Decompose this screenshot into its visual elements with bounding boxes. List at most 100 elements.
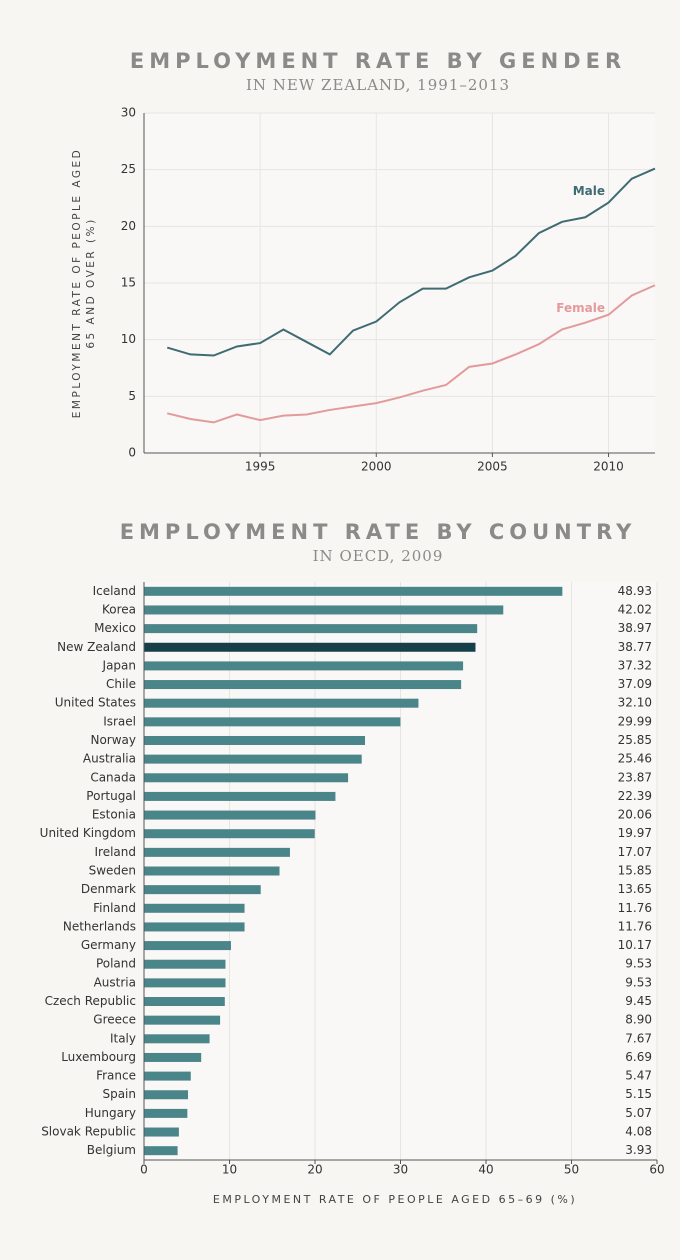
y-tick-label: Greece <box>93 1013 136 1027</box>
y-tick-label: 30 <box>121 106 136 120</box>
bar <box>144 773 349 783</box>
y-tick-label: 15 <box>121 276 136 290</box>
bar <box>144 1052 202 1062</box>
value-label: 42.02 <box>618 602 652 616</box>
y-tick-label: Hungary <box>85 1106 136 1120</box>
x-tick-label: 50 <box>564 1163 579 1177</box>
y-tick-label: Mexico <box>94 621 136 635</box>
bar <box>144 624 478 634</box>
value-label: 6.69 <box>625 1050 652 1064</box>
bar <box>144 1071 191 1081</box>
value-label: 13.65 <box>618 882 652 896</box>
value-label: 15.85 <box>618 864 652 878</box>
value-label: 7.67 <box>625 1031 652 1045</box>
y-tick-label: Chile <box>106 677 136 691</box>
value-label: 22.39 <box>618 789 652 803</box>
bar <box>144 1090 189 1100</box>
x-tick-label: 60 <box>649 1163 664 1177</box>
value-label: 48.93 <box>618 584 652 598</box>
y-tick-label: 20 <box>121 219 136 233</box>
bar <box>144 922 245 932</box>
series-label: Female <box>556 301 605 315</box>
x-tick-label: 2010 <box>593 460 624 474</box>
bar <box>144 642 476 652</box>
y-tick-label: Israel <box>103 714 136 728</box>
bar <box>144 1146 178 1156</box>
value-label: 4.08 <box>625 1125 652 1139</box>
y-tick-label: New Zealand <box>57 640 136 654</box>
y-tick-label: Australia <box>83 752 136 766</box>
bar <box>144 829 315 839</box>
y-tick-label: Japan <box>102 658 136 672</box>
y-tick-label: Estonia <box>92 808 136 822</box>
value-label: 10.17 <box>618 938 652 952</box>
bar <box>144 885 261 895</box>
y-tick-label: Austria <box>94 975 136 989</box>
value-label: 9.53 <box>625 957 652 971</box>
bar <box>144 941 231 951</box>
chart-subtitle: IN NEW ZEALAND, 1991–2013 <box>246 76 510 94</box>
value-label: 3.93 <box>625 1143 652 1157</box>
bar <box>144 1034 210 1044</box>
value-label: 25.46 <box>618 752 652 766</box>
value-label: 5.07 <box>625 1106 652 1120</box>
y-tick-label: United States <box>55 696 136 710</box>
value-label: 38.77 <box>618 640 652 654</box>
x-tick-label: 2005 <box>477 460 508 474</box>
y-tick-label: Czech Republic <box>45 994 136 1008</box>
y-tick-label: Belgium <box>87 1143 136 1157</box>
value-label: 11.76 <box>618 901 652 915</box>
y-tick-label: Slovak Republic <box>41 1125 136 1139</box>
bar <box>144 1108 188 1118</box>
x-tick-label: 40 <box>478 1163 493 1177</box>
y-tick-label: 10 <box>121 332 136 346</box>
y-tick-label: France <box>96 1069 136 1083</box>
value-label: 5.47 <box>625 1069 652 1083</box>
line-series <box>166 284 656 424</box>
value-label: 9.53 <box>625 975 652 989</box>
y-tick-label: Korea <box>102 602 136 616</box>
value-label: 37.32 <box>618 658 652 672</box>
value-label: 5.15 <box>625 1087 652 1101</box>
bar <box>144 586 563 596</box>
value-label: 8.90 <box>625 1013 652 1027</box>
y-tick-label: Norway <box>90 733 136 747</box>
x-tick-label: 2000 <box>361 460 392 474</box>
chart-title: EMPLOYMENT RATE BY COUNTRY <box>120 520 637 544</box>
bar <box>144 1127 179 1137</box>
y-tick-label: Finland <box>93 901 136 915</box>
bar <box>144 903 245 913</box>
bar <box>144 754 362 764</box>
y-tick-label: United Kingdom <box>40 826 136 840</box>
bar <box>144 810 316 820</box>
line-series <box>166 167 656 357</box>
value-label: 25.85 <box>618 733 652 747</box>
x-axis-label: EMPLOYMENT RATE OF PEOPLE AGED 65–69 (%) <box>213 1193 577 1206</box>
bar <box>144 959 226 969</box>
bar <box>144 735 366 745</box>
bar <box>144 1015 221 1025</box>
value-label: 17.07 <box>618 845 652 859</box>
y-axis-label: EMPLOYMENT RATE OF PEOPLE AGED 65 AND OVE… <box>71 148 97 418</box>
y-tick-label: Canada <box>90 770 136 784</box>
y-tick-label: Italy <box>110 1031 136 1045</box>
y-tick-label: Sweden <box>89 864 136 878</box>
bar <box>144 997 225 1007</box>
bar <box>144 866 280 876</box>
y-tick-label: 0 <box>128 446 136 460</box>
value-label: 19.97 <box>618 826 652 840</box>
y-tick-label: Netherlands <box>63 919 136 933</box>
bar <box>144 698 419 708</box>
series-label: Male <box>573 184 605 198</box>
y-tick-label: Ireland <box>94 845 136 859</box>
y-tick-label: Denmark <box>81 882 136 896</box>
y-tick-label: Germany <box>81 938 136 952</box>
y-tick-label: Spain <box>102 1087 136 1101</box>
y-tick-label: Luxembourg <box>61 1050 136 1064</box>
value-label: 11.76 <box>618 919 652 933</box>
y-tick-label: 5 <box>128 389 136 403</box>
y-tick-label: Portugal <box>86 789 136 803</box>
value-label: 20.06 <box>618 808 652 822</box>
x-tick-label: 20 <box>307 1163 322 1177</box>
